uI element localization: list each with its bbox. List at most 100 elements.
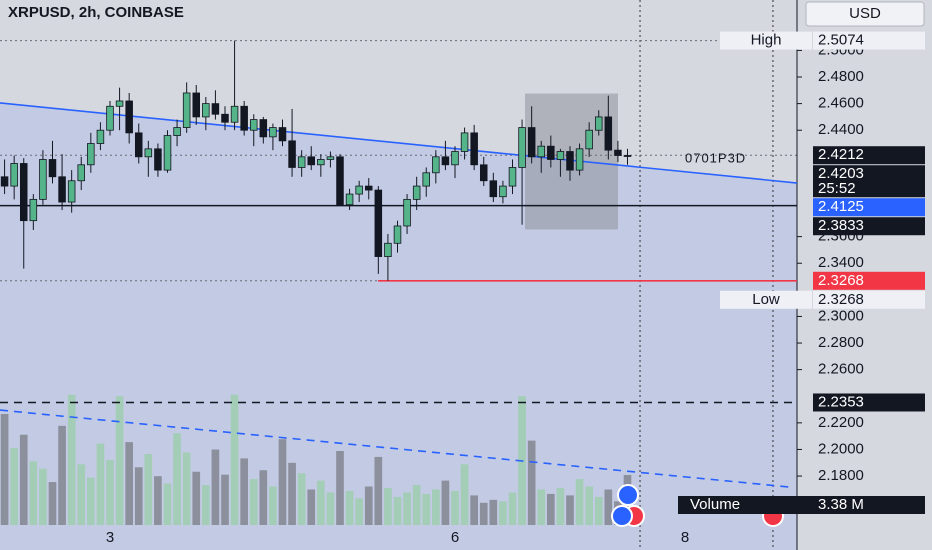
- candle-body: [499, 185, 507, 198]
- volume-bar: [374, 456, 383, 525]
- volume-bar: [345, 490, 354, 525]
- price-badge: [813, 146, 925, 165]
- volume-bar: [604, 489, 613, 525]
- price-badge: [813, 165, 925, 198]
- candle-body: [479, 164, 488, 182]
- candle-body: [221, 113, 229, 123]
- volume-bar: [0, 414, 9, 525]
- volume-bar: [96, 443, 105, 525]
- candle-body: [58, 176, 66, 203]
- volume-bar: [48, 482, 57, 525]
- volume-bar: [431, 489, 440, 525]
- volume-bar: [326, 492, 335, 525]
- drawn-line: [0, 409, 791, 488]
- price-badge: [813, 290, 925, 309]
- candle-body: [240, 105, 248, 131]
- y-tick-label: 2.1800: [818, 467, 864, 484]
- candle-body: [230, 105, 239, 123]
- candle-body: [432, 156, 440, 174]
- price-badge-label: 2.3268: [818, 291, 864, 308]
- volume-bar: [297, 473, 306, 525]
- volume-bar: [259, 470, 268, 525]
- currency-box[interactable]: [805, 1, 925, 27]
- volume-bar: [307, 489, 316, 525]
- volume-bar: [288, 462, 296, 525]
- volume-bar: [173, 433, 181, 525]
- y-tick-label: 2.3400: [818, 254, 864, 271]
- volume-bar: [470, 495, 478, 525]
- price-badge-label: 2.2353: [818, 393, 864, 410]
- candle-body: [623, 155, 632, 157]
- candle-body: [556, 151, 565, 160]
- volume-bar: [499, 501, 507, 525]
- y-tick-label: 2.4600: [818, 95, 864, 112]
- candle-body: [10, 163, 18, 187]
- y-tick-label: 2.2200: [818, 414, 864, 431]
- candle-body: [384, 242, 392, 257]
- price-badge-label: 2.4203: [818, 165, 864, 182]
- candle-body: [192, 92, 201, 118]
- candle-body: [259, 119, 268, 138]
- candle-body: [106, 105, 114, 131]
- volume-name: Volume: [690, 496, 740, 513]
- badge-name-box: [720, 31, 812, 50]
- candle-body: [575, 148, 584, 171]
- volume-bar: [546, 493, 555, 525]
- volume-bar: [86, 477, 95, 525]
- event-icon[interactable]: [611, 505, 633, 527]
- volume-bar: [403, 492, 411, 525]
- price-badge-label: 2.4125: [818, 198, 864, 215]
- candle-body: [307, 156, 316, 166]
- volume-bar: [115, 396, 124, 525]
- x-tick-label: 3: [106, 529, 114, 546]
- chart-title: XRPUSD, 2h, COINBASE: [8, 4, 184, 21]
- candle-body: [144, 148, 153, 158]
- volume-bar: [451, 490, 459, 525]
- volume-bar: [230, 394, 239, 525]
- price-badge: [813, 271, 925, 290]
- candle-body: [115, 100, 124, 107]
- y-tick-label: 2.4400: [818, 121, 864, 138]
- candle-body: [211, 103, 220, 115]
- volume-bar: [201, 485, 210, 525]
- currency: USD: [849, 5, 881, 22]
- candle-body: [249, 119, 258, 131]
- candle-body: [364, 185, 373, 191]
- volume-bar: [556, 488, 565, 525]
- event-icon[interactable]: [617, 484, 639, 506]
- volume-bar: [221, 474, 229, 525]
- candle-body: [460, 132, 469, 152]
- volume-bar: [134, 467, 143, 525]
- volume-value: 3.38 M: [818, 496, 864, 513]
- candle-body: [297, 156, 306, 168]
- candle-body: [470, 132, 478, 166]
- volume-bar: [336, 451, 344, 525]
- volume-bar: [355, 498, 364, 525]
- y-tick-label: 2.3000: [818, 307, 864, 324]
- candle-body: [585, 129, 593, 150]
- candle-body: [269, 127, 277, 138]
- plot-layer: [0, 0, 797, 550]
- candle-body: [125, 100, 133, 134]
- volume-bar: [575, 479, 584, 525]
- candle-body: [604, 116, 613, 151]
- candle-body: [96, 129, 105, 144]
- annotation: 0701P3D: [685, 150, 746, 165]
- candle-body: [29, 198, 38, 222]
- event-icons: [611, 484, 784, 527]
- x-tick-label: 8: [681, 529, 689, 546]
- candle-body: [614, 149, 622, 156]
- volume-bar: [316, 480, 325, 525]
- badge-name: High: [751, 32, 782, 49]
- price-badge-label: 2.3268: [818, 272, 864, 289]
- candle-body: [518, 127, 526, 168]
- volume-badge: [678, 496, 925, 514]
- volume-bar: [479, 502, 488, 525]
- volume-bar: [393, 496, 402, 525]
- volume-bar: [585, 486, 593, 525]
- candle-body: [451, 151, 459, 166]
- price-badge-label: 2.4212: [818, 146, 864, 163]
- candle-body: [547, 145, 555, 160]
- candle-body: [278, 127, 287, 142]
